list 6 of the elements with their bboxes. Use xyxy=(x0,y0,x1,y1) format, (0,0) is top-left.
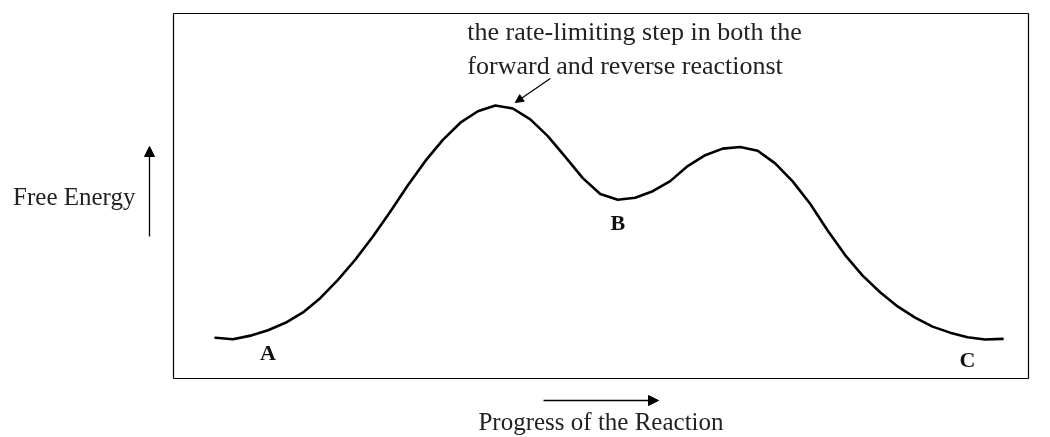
annotation: B xyxy=(610,209,626,235)
annotation: C xyxy=(959,347,976,373)
annotation: A xyxy=(260,340,277,366)
text: the rate-limiting step in both the forward and reverse reactionst xyxy=(467,16,802,81)
x-axis-title: Progress of the Reaction xyxy=(478,407,725,435)
y-axis-title: Free Energy xyxy=(13,182,136,210)
